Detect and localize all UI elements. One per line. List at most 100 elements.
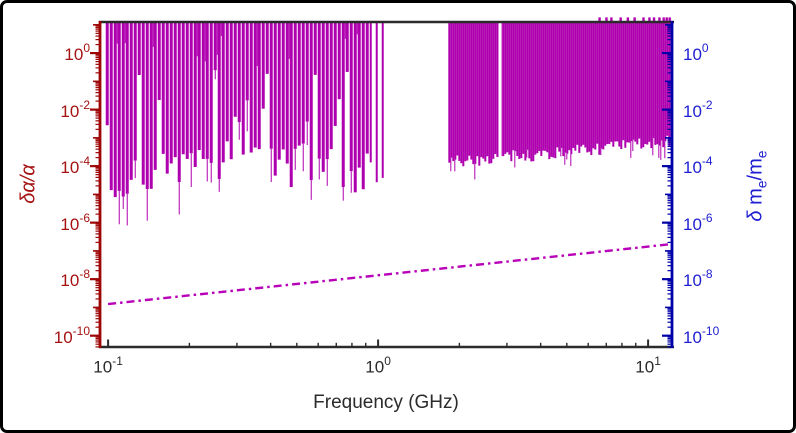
- right-y-axis-title-sub2: e: [753, 150, 770, 159]
- block-column: [516, 22, 519, 156]
- block-column: [502, 22, 505, 157]
- comb-tooth: [309, 22, 313, 181]
- comb-tooth: [213, 22, 217, 71]
- block-column: [658, 22, 661, 146]
- comb-spike: [302, 143, 304, 172]
- comb-tooth: [289, 22, 293, 188]
- block-white-notch: [498, 22, 502, 160]
- right-axis-tick-label-base: 10: [683, 44, 702, 64]
- comb-tooth: [249, 22, 253, 153]
- block-column: [484, 22, 487, 162]
- block-column: [618, 22, 621, 147]
- right-axis-tick-label: 10-4: [683, 155, 713, 176]
- block-column: [644, 22, 647, 145]
- x-axis-tick-label: 101: [635, 355, 661, 376]
- comb-tooth: [317, 22, 321, 159]
- comb-spike: [134, 160, 136, 179]
- overshoot-mark: [668, 17, 671, 22]
- block-column: [504, 22, 507, 154]
- block-column: [510, 22, 513, 162]
- comb-tooth: [165, 22, 169, 174]
- x-axis-tick-label: 10-1: [93, 354, 123, 377]
- block-column: [546, 22, 549, 153]
- comb-tooth: [157, 22, 161, 100]
- left-axis-tick-label-exponent: -8: [79, 267, 90, 282]
- comb-spike: [270, 148, 272, 183]
- block-column: [506, 22, 509, 153]
- x-axis-tick-label-exponent: -1: [112, 354, 123, 368]
- delta-symbol: δ: [744, 210, 767, 222]
- block-column: [536, 22, 539, 154]
- comb-tooth: [273, 22, 277, 176]
- block-column: [646, 22, 649, 145]
- left-axis-tick-label-base: 10: [64, 44, 84, 64]
- overshoot-mark: [605, 17, 608, 22]
- block-column: [574, 22, 577, 151]
- comb-tooth: [189, 22, 193, 154]
- overshoot-mark: [598, 17, 601, 22]
- left-axis-tick-label-exponent: 0: [83, 41, 90, 56]
- overshoot-mark: [662, 17, 665, 22]
- overshoot-mark: [642, 17, 645, 22]
- block-column: [488, 22, 491, 164]
- comb-spike: [350, 171, 352, 193]
- right-axis-tick-label: 10-8: [683, 267, 713, 290]
- comb-tooth: [293, 22, 297, 149]
- block-spike: [560, 147, 562, 157]
- overshoot-mark: [648, 17, 651, 22]
- overshoot-mark: [610, 17, 613, 22]
- overshoot-mark: [658, 17, 661, 22]
- block-column: [562, 22, 565, 157]
- comb-spike: [306, 121, 308, 146]
- right-axis-tick-label-base: 10: [683, 214, 702, 234]
- comb-spike: [218, 178, 220, 192]
- block-column: [552, 22, 555, 158]
- x-axis-title-text: Frequency (GHz): [313, 392, 459, 413]
- block-column: [666, 22, 669, 136]
- block-column: [648, 22, 651, 142]
- block-column: [568, 22, 571, 151]
- comb-spike: [318, 158, 320, 180]
- comb-merged-top: [220, 22, 222, 36]
- comb-tooth: [349, 22, 353, 172]
- comb-tooth: [241, 22, 245, 155]
- right-axis-tick-label-base: 10: [683, 101, 702, 121]
- block-spike: [526, 149, 528, 158]
- left-axis-tick-label-exponent: -10: [72, 323, 90, 338]
- comb-spike: [206, 158, 208, 182]
- right-axis-tick-label-base: 10: [683, 270, 702, 290]
- comb-tooth: [237, 22, 241, 123]
- x-axis-tick-label-exponent: 0: [384, 354, 391, 368]
- block-column: [588, 22, 591, 152]
- block-spike: [660, 140, 662, 160]
- comb-merged-top: [204, 22, 206, 62]
- right-axis-tick-label-exponent: -8: [701, 267, 713, 282]
- comb-tooth: [197, 22, 201, 150]
- comb-tooth: [153, 22, 157, 170]
- block-column: [550, 22, 553, 157]
- block-column: [602, 22, 605, 150]
- block-column: [578, 22, 581, 153]
- block-column: [478, 22, 481, 166]
- x-axis-tick-label-base: 10: [93, 357, 113, 377]
- comb-tooth: [361, 22, 365, 190]
- block-column: [480, 22, 483, 158]
- block-column: [640, 22, 643, 149]
- block-column: [462, 22, 465, 167]
- comb-merged-top: [124, 22, 126, 44]
- overshoot-mark: [619, 17, 622, 22]
- block-column: [636, 22, 639, 145]
- block-column: [612, 22, 615, 147]
- comb-tooth: [261, 22, 265, 109]
- comb-tooth: [321, 22, 325, 172]
- block-column: [570, 22, 573, 155]
- block-column: [582, 22, 585, 145]
- comb-tooth: [233, 22, 237, 117]
- left-axis-tick-label-exponent: -2: [79, 97, 90, 112]
- comb-merged-top: [356, 22, 358, 35]
- block-column: [450, 22, 453, 158]
- comb-tooth: [345, 22, 349, 72]
- comb-tooth: [365, 22, 369, 154]
- comb-spike: [246, 100, 248, 132]
